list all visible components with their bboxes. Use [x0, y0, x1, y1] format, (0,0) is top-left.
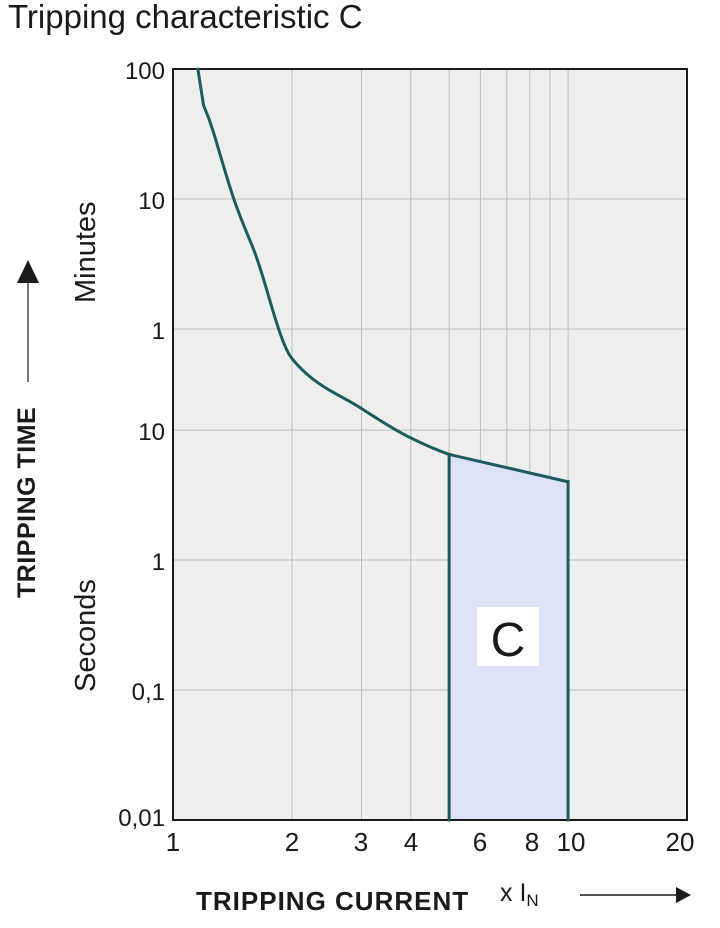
- svg-text:C: C: [491, 614, 526, 667]
